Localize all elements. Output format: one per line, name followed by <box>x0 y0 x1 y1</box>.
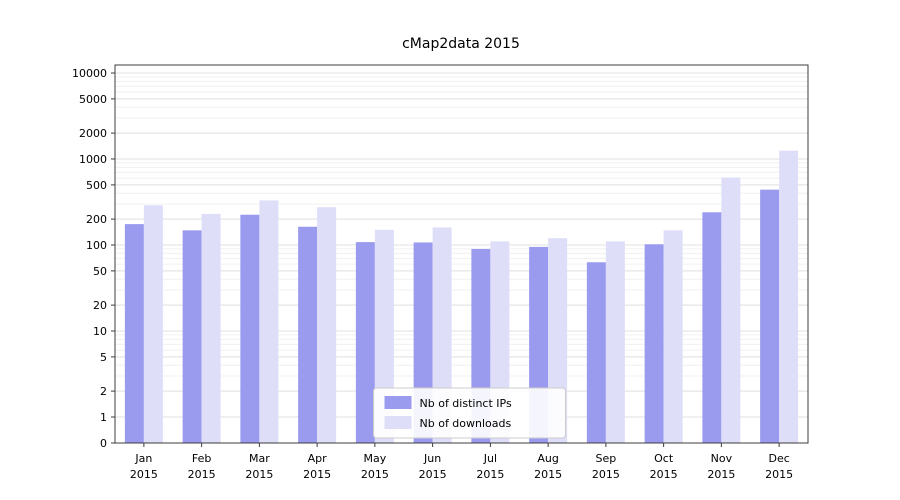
y-tick-label: 20 <box>93 299 107 312</box>
bar-distinct-ips <box>586 262 606 443</box>
x-tick-label-month: Aug <box>537 452 558 465</box>
x-tick-label-month: Nov <box>711 452 733 465</box>
x-tick-label-year: 2015 <box>245 468 273 481</box>
y-tick-label: 5000 <box>79 93 107 106</box>
x-tick-label-month: Dec <box>768 452 789 465</box>
x-tick-label-year: 2015 <box>765 468 793 481</box>
bar-distinct-ips <box>644 244 664 443</box>
x-tick-label-month: Jun <box>423 452 441 465</box>
bar-distinct-ips <box>182 230 202 443</box>
x-tick-label-year: 2015 <box>303 468 331 481</box>
y-tick-label: 2000 <box>79 127 107 140</box>
x-tick-label-year: 2015 <box>130 468 158 481</box>
x-tick-label-month: May <box>364 452 387 465</box>
y-tick-label: 2 <box>100 385 107 398</box>
y-tick-label: 1000 <box>79 153 107 166</box>
bar-distinct-ips <box>702 212 722 443</box>
bar-distinct-ips <box>760 189 780 443</box>
bar-distinct-ips <box>298 226 318 443</box>
x-tick-label-month: Jul <box>483 452 497 465</box>
y-tick-label: 10000 <box>72 67 107 80</box>
legend-label: Nb of distinct IPs <box>420 397 512 410</box>
y-tick-label: 200 <box>86 213 107 226</box>
bar-downloads <box>663 230 683 443</box>
legend-label: Nb of downloads <box>420 417 512 430</box>
grid-layer <box>115 72 808 418</box>
x-tick-label-year: 2015 <box>419 468 447 481</box>
bar-downloads <box>201 213 221 443</box>
x-tick-label-month: Apr <box>308 452 328 465</box>
bar-downloads <box>605 241 625 443</box>
x-tick-label-month: Feb <box>192 452 211 465</box>
plot-border <box>114 64 809 444</box>
x-tick-label-month: Jan <box>134 452 152 465</box>
bar-downloads <box>259 200 279 443</box>
legend-swatch <box>384 396 412 409</box>
x-tick-label-month: Sep <box>596 452 617 465</box>
x-tick-label-year: 2015 <box>592 468 620 481</box>
x-tick-label-year: 2015 <box>476 468 504 481</box>
chart-title: cMap2data 2015 <box>402 36 520 52</box>
bar-downloads <box>317 207 337 443</box>
y-tick-label: 100 <box>86 239 107 252</box>
bar-distinct-ips <box>240 214 260 443</box>
bar-distinct-ips <box>355 242 375 443</box>
x-tick-label-year: 2015 <box>534 468 562 481</box>
x-tick-label-year: 2015 <box>188 468 216 481</box>
y-tick-label: 50 <box>93 265 107 278</box>
x-tick-label-year: 2015 <box>361 468 389 481</box>
y-tick-label: 1 <box>100 411 107 424</box>
x-tick-label-month: Mar <box>249 452 270 465</box>
bar-distinct-ips <box>124 224 144 443</box>
legend: Nb of distinct IPs Nb of downloads <box>373 387 566 439</box>
y-tick-label: 10 <box>93 325 107 338</box>
legend-swatch <box>384 416 412 429</box>
x-tick-label-year: 2015 <box>707 468 735 481</box>
bar-downloads <box>779 150 799 443</box>
x-tick-label-month: Oct <box>654 452 674 465</box>
y-tick-label: 500 <box>86 179 107 192</box>
bar-downloads <box>143 205 163 443</box>
legend-box <box>373 387 566 439</box>
y-tick-label: 0 <box>100 437 107 450</box>
axes-layer: 0 1 2 5 10 20 50 100 200 500 1000 2000 5000 10000 Jan 2… <box>72 64 809 481</box>
y-tick-label: 5 <box>100 351 107 364</box>
bar-downloads <box>721 177 741 443</box>
x-tick-label-year: 2015 <box>650 468 678 481</box>
